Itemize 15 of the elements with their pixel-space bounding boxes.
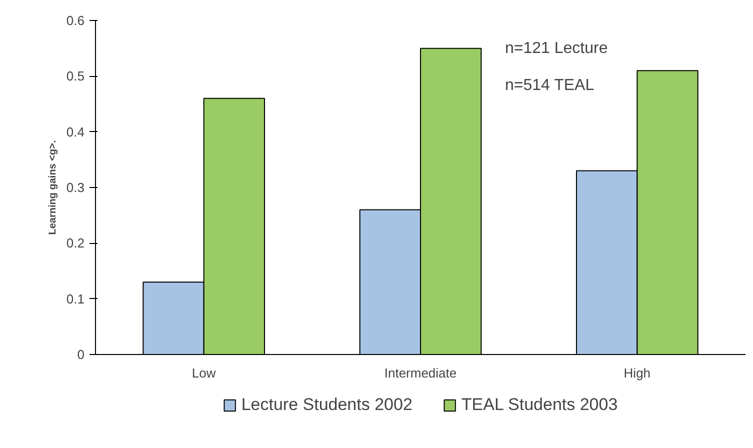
- x-tick-label: High: [624, 366, 651, 380]
- annotation: n=514 TEAL: [505, 76, 594, 94]
- y-tick-label: 0.6: [66, 13, 85, 28]
- legend-label: TEAL Students 2003: [461, 395, 618, 415]
- x-tick-label: Intermediate: [384, 366, 457, 380]
- y-tick-label: 0: [77, 347, 85, 362]
- y-tick-label: 0.3: [66, 180, 85, 195]
- x-tick-label: Low: [192, 366, 216, 380]
- y-axis-title: Learning gains <g>.: [47, 140, 58, 235]
- y-tick-label: 0.1: [66, 291, 85, 306]
- y-tick-label: 0.5: [66, 68, 85, 84]
- annotation: n=121 Lecture: [505, 40, 608, 58]
- legend-label: Lecture Students 2002: [241, 395, 412, 415]
- y-tick-label: 0.2: [66, 236, 85, 251]
- y-tick-label: 0.4: [66, 124, 85, 140]
